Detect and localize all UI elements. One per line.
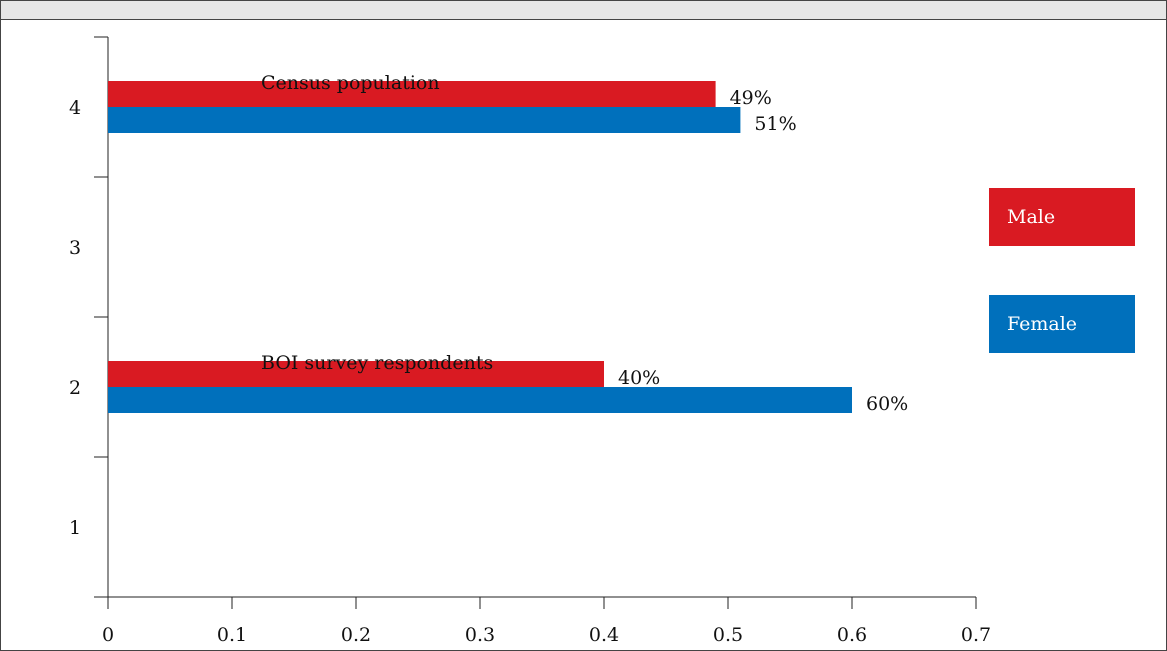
x-tick-label-2: 0.2 (341, 624, 371, 646)
x-tick-label-0: 0 (102, 624, 114, 646)
x-tick-label-1: 0.1 (217, 624, 247, 646)
data-label-0-female: 51% (754, 113, 796, 135)
y-tick-label-4: 4 (69, 97, 81, 119)
y-tick-label-2: 2 (69, 377, 81, 399)
bar-1-male (108, 361, 604, 387)
legend-female: Female (989, 295, 1135, 353)
group-label-1: BOI survey respondents (261, 352, 493, 374)
bar-1-female (108, 387, 852, 413)
x-tick-label-4: 0.4 (589, 624, 619, 646)
y-tick-label-1: 1 (69, 517, 81, 539)
bars (108, 81, 852, 413)
title-bar (1, 1, 1166, 20)
x-tick-label-7: 0.7 (961, 624, 991, 646)
legend-male: Male (989, 188, 1135, 246)
data-label-1-female: 60% (866, 393, 908, 415)
data-label-1-male: 40% (618, 367, 660, 389)
group-label-0: Census population (261, 72, 440, 94)
data-label-0-male: 49% (730, 87, 772, 109)
bar-0-female (108, 107, 741, 133)
legend-female-label: Female (1007, 313, 1078, 335)
axes: 1 2 3 4 0 0.1 0.2 0.3 0.4 0.5 0.6 0.7 (69, 36, 991, 646)
x-tick-label-3: 0.3 (465, 624, 495, 646)
legend-male-label: Male (1007, 206, 1056, 228)
x-tick-label-5: 0.5 (713, 624, 743, 646)
y-tick-label-3: 3 (69, 237, 81, 259)
bar-0-male (108, 81, 716, 107)
x-tick-label-6: 0.6 (837, 624, 867, 646)
labels: Census population 49% 51% BOI survey respon… (261, 72, 908, 415)
